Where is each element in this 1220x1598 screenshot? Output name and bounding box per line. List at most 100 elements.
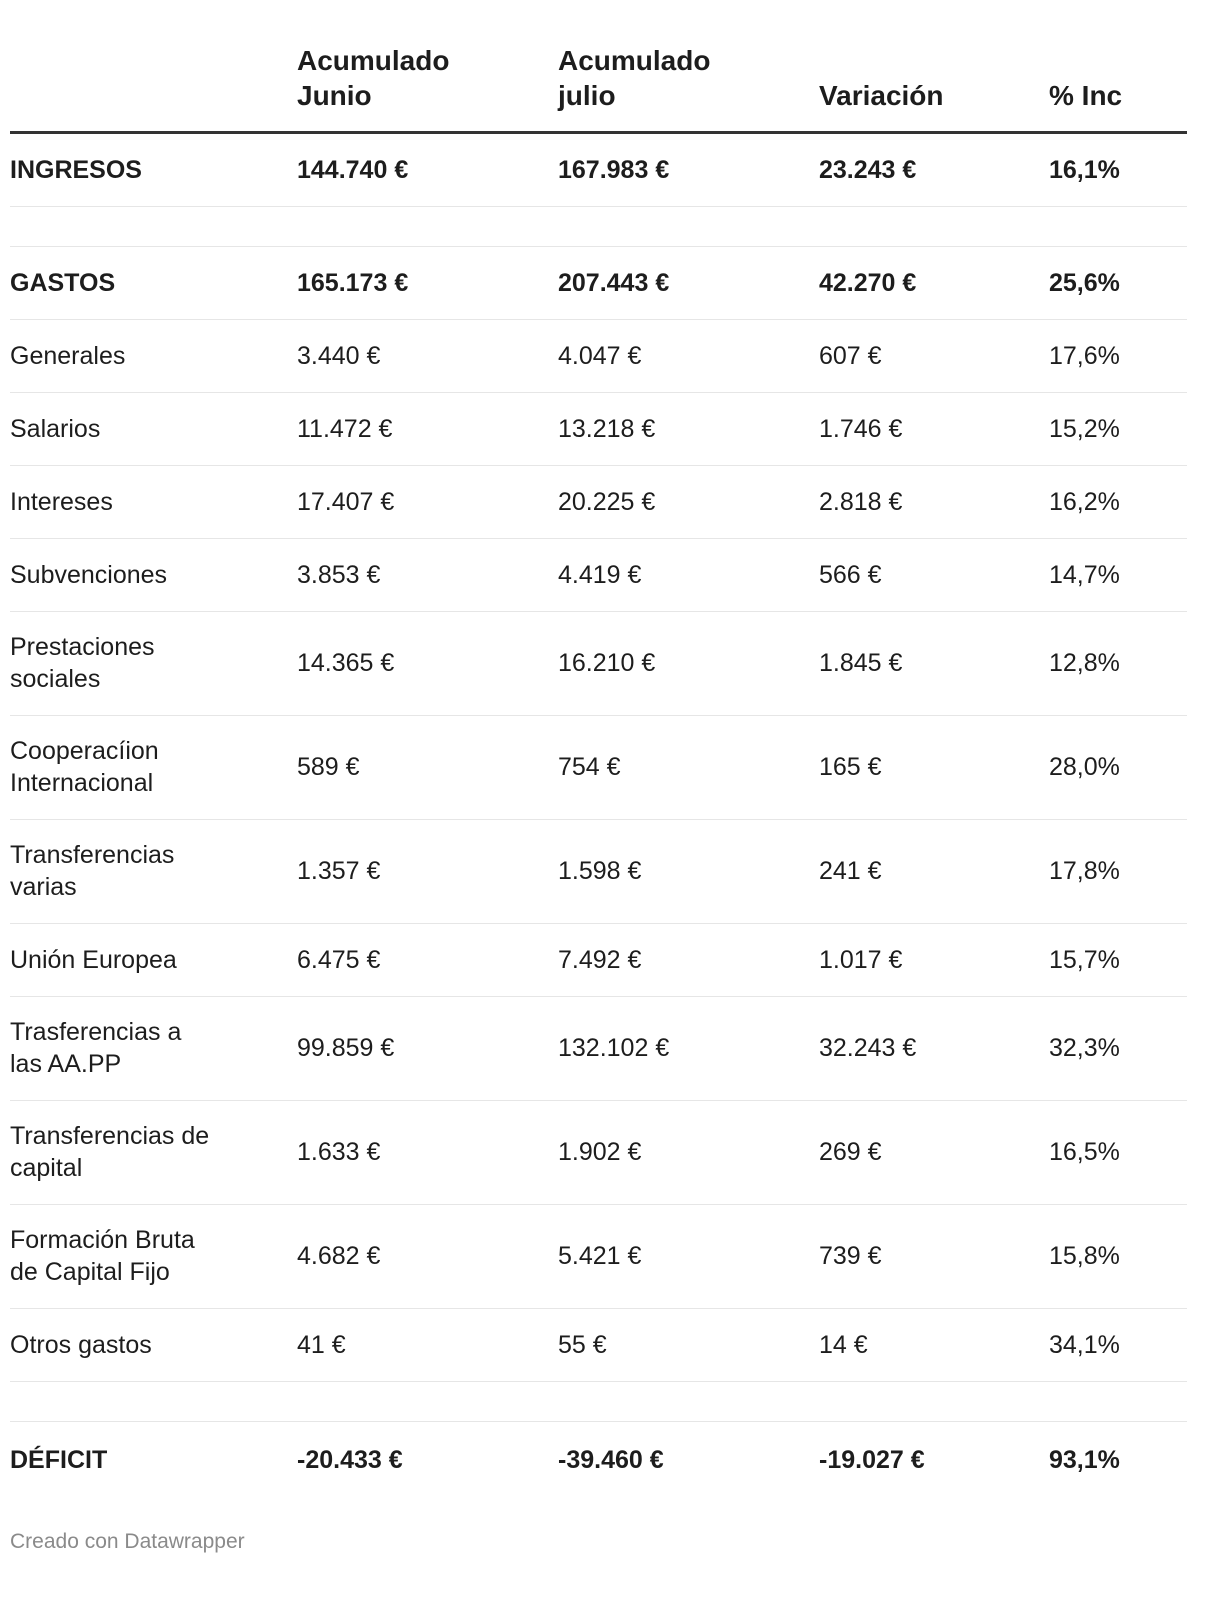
header-text: julio: [558, 79, 616, 111]
cell-julio: 167.983 €: [558, 132, 819, 207]
cell-junio: 99.859 €: [297, 996, 558, 1101]
table-row: Transferencias varias 1.357 € 1.598 € 24…: [10, 819, 1187, 924]
header-acumulado-junio: Acumulado Junio: [297, 0, 558, 134]
table-row: Otros gastos 41 € 55 € 14 € 34,1%: [10, 1308, 1187, 1382]
cell-junio: 14.365 €: [297, 611, 558, 716]
cell-junio: 17.407 €: [297, 465, 558, 539]
cell-variacion: 269 €: [819, 1100, 1049, 1205]
cell-julio: -39.460 €: [558, 1445, 664, 1474]
row-label-text: sociales: [10, 665, 101, 693]
row-label: Trasferencias a las AA.PP: [10, 996, 297, 1101]
header-variacion: Variación: [819, 0, 1049, 134]
cell-julio: 754 €: [558, 715, 819, 820]
cell-variacion: 241 €: [819, 819, 1049, 924]
header-concept: [10, 0, 297, 134]
cell-junio: 41 €: [297, 1308, 558, 1382]
spacer-row: [10, 1381, 1187, 1422]
header-text: Acumulado: [297, 44, 450, 76]
table-row: Prestaciones sociales 14.365 € 16.210 € …: [10, 611, 1187, 716]
row-label: Transferencias de capital: [10, 1100, 297, 1205]
cell-junio: 6.475 €: [297, 923, 558, 997]
header-inc: % Inc: [1049, 0, 1187, 134]
row-label: Subvenciones: [10, 538, 297, 612]
row-label: Prestaciones sociales: [10, 611, 297, 716]
row-label-text: Transferencias: [10, 841, 175, 869]
cell-variacion: 1.746 €: [819, 392, 1049, 466]
cell-julio: 5.421 €: [558, 1204, 819, 1309]
cell-julio: 16.210 €: [558, 611, 819, 716]
cell-variacion: 1.017 €: [819, 923, 1049, 997]
cell-junio: 144.740 €: [297, 132, 558, 207]
row-label: INGRESOS: [10, 132, 297, 207]
cell-junio: 3.853 €: [297, 538, 558, 612]
table-row-deficit: DÉFICIT -20.433 € -39.460 € -19.027 € 93…: [10, 1421, 1187, 1498]
row-label: Unión Europea: [10, 923, 297, 997]
row-label: Otros gastos: [10, 1308, 297, 1382]
cell-inc: 93,1%: [1049, 1445, 1120, 1474]
table-row: Unión Europea 6.475 € 7.492 € 1.017 € 15…: [10, 923, 1187, 997]
cell-julio: 132.102 €: [558, 996, 819, 1101]
cell-julio: 1.598 €: [558, 819, 819, 924]
cell-variacion: 32.243 €: [819, 996, 1049, 1101]
row-label: Formación Bruta de Capital Fijo: [10, 1204, 297, 1309]
cell-inc: 16,1%: [1049, 132, 1187, 207]
cell-inc: 34,1%: [1049, 1308, 1187, 1382]
row-label-text: varias: [10, 873, 77, 901]
row-label-text: Cooperacíion: [10, 737, 159, 765]
cell-julio: 13.218 €: [558, 392, 819, 466]
table-row: Generales 3.440 € 4.047 € 607 € 17,6%: [10, 319, 1187, 393]
table-row: Formación Bruta de Capital Fijo 4.682 € …: [10, 1204, 1187, 1309]
cell-variacion: 739 €: [819, 1204, 1049, 1309]
row-label: GASTOS: [10, 246, 297, 320]
table-header: Acumulado Junio Acumulado julio Variació…: [10, 0, 1187, 134]
cell-variacion: 14 €: [819, 1308, 1049, 1382]
cell-junio: 11.472 €: [297, 392, 558, 466]
cell-inc: 17,6%: [1049, 319, 1187, 393]
cell-inc: 15,7%: [1049, 923, 1187, 997]
cell-junio: 589 €: [297, 715, 558, 820]
row-label-text: Trasferencias a: [10, 1018, 182, 1046]
cell-inc: 25,6%: [1049, 246, 1187, 320]
table-row: Intereses 17.407 € 20.225 € 2.818 € 16,2…: [10, 465, 1187, 539]
data-table: Acumulado Junio Acumulado julio Variació…: [10, 0, 1187, 1498]
cell-julio: 20.225 €: [558, 465, 819, 539]
row-label-text: las AA.PP: [10, 1050, 122, 1078]
cell-junio: 165.173 €: [297, 246, 558, 320]
table-row-gastos: GASTOS 165.173 € 207.443 € 42.270 € 25,6…: [10, 246, 1187, 320]
row-label: Cooperacíion Internacional: [10, 715, 297, 820]
cell-inc: 15,2%: [1049, 392, 1187, 466]
row-label-text: Formación Bruta: [10, 1226, 195, 1254]
cell-junio: -20.433 €: [297, 1445, 403, 1474]
cell-variacion: 566 €: [819, 538, 1049, 612]
cell-variacion: -19.027 €: [819, 1445, 925, 1474]
cell-inc: 15,8%: [1049, 1204, 1187, 1309]
header-text: Acumulado: [558, 44, 711, 76]
row-label-text: capital: [10, 1154, 83, 1182]
table-row: Subvenciones 3.853 € 4.419 € 566 € 14,7%: [10, 538, 1187, 612]
row-label-text: de Capital Fijo: [10, 1258, 170, 1286]
cell-junio: 3.440 €: [297, 319, 558, 393]
cell-julio: 55 €: [558, 1308, 819, 1382]
cell-junio: 1.357 €: [297, 819, 558, 924]
datawrapper-credit[interactable]: Creado con Datawrapper: [10, 1530, 245, 1553]
cell-julio: 207.443 €: [558, 246, 819, 320]
cell-inc: 12,8%: [1049, 611, 1187, 716]
spacer-row: [10, 206, 1187, 247]
row-label-text: Internacional: [10, 769, 154, 797]
cell-variacion: 1.845 €: [819, 611, 1049, 716]
cell-variacion: 42.270 €: [819, 246, 1049, 320]
cell-variacion: 2.818 €: [819, 465, 1049, 539]
cell-inc: 14,7%: [1049, 538, 1187, 612]
cell-inc: 32,3%: [1049, 996, 1187, 1101]
cell-variacion: 607 €: [819, 319, 1049, 393]
header-text: Junio: [297, 79, 372, 111]
row-label: DÉFICIT: [10, 1445, 108, 1474]
table-row: Cooperacíion Internacional 589 € 754 € 1…: [10, 715, 1187, 820]
row-label-text: Transferencias de: [10, 1122, 210, 1150]
row-label: Salarios: [10, 392, 297, 466]
cell-inc: 17,8%: [1049, 819, 1187, 924]
header-row: Acumulado Junio Acumulado julio Variació…: [10, 0, 1187, 134]
cell-variacion: 165 €: [819, 715, 1049, 820]
cell-variacion: 23.243 €: [819, 132, 1049, 207]
data-table-wrapper: Acumulado Junio Acumulado julio Variació…: [10, 0, 1187, 1498]
